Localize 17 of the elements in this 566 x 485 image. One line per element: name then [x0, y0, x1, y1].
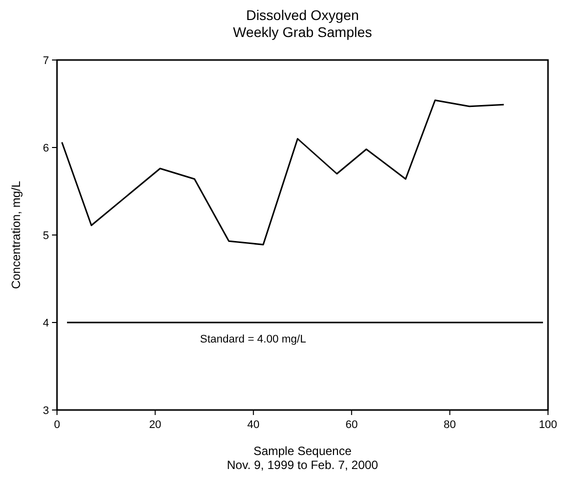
x-tick-label: 100: [538, 419, 558, 431]
x-tick-label: 0: [54, 419, 60, 431]
x-tick-label: 40: [247, 419, 260, 431]
ref-line-label: Standard = 4.00 mg/L: [200, 334, 306, 346]
chart-title: Dissolved Oxygen: [246, 7, 359, 23]
y-tick-label: 7: [42, 55, 49, 67]
x-tick-label: 20: [149, 419, 162, 431]
y-tick-label: 6: [42, 142, 49, 154]
y-tick-label: 3: [42, 405, 49, 417]
y-axis-title: Concentration, mg/L: [9, 180, 23, 290]
line-series: [61, 100, 505, 246]
x-tick-label: 60: [345, 419, 358, 431]
x-axis-title: Sample Sequence Nov. 9, 1999 to Feb. 7, 2000: [226, 444, 378, 472]
y-tick-label: 4: [42, 318, 49, 330]
chart-subtitle: Weekly Grab Samples: [232, 24, 372, 40]
x-tick-label: 80: [444, 419, 456, 431]
y-tick-label: 5: [42, 230, 49, 242]
